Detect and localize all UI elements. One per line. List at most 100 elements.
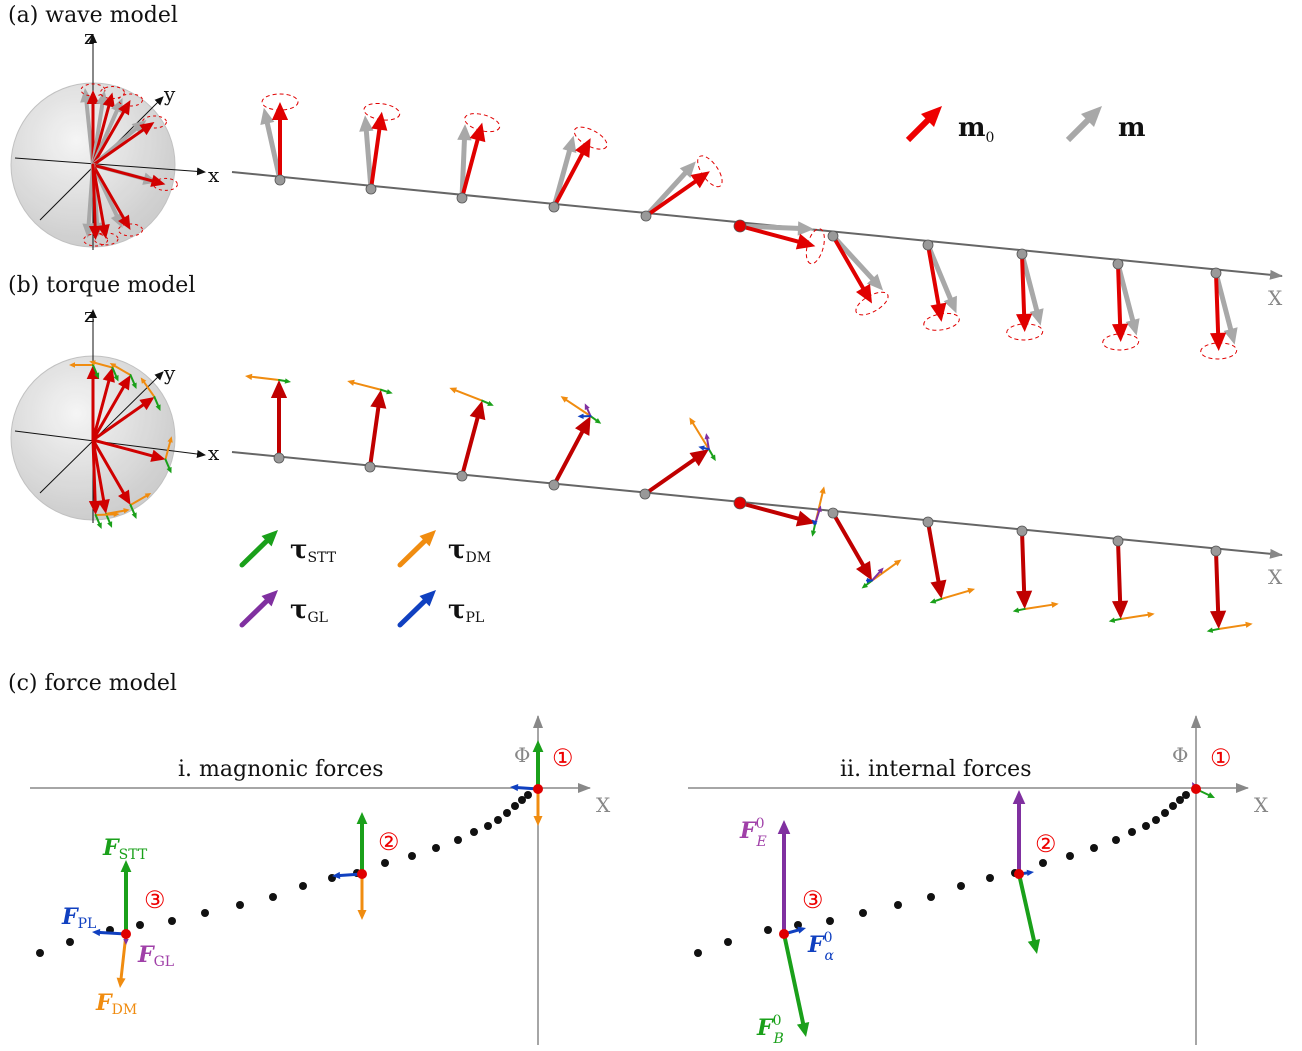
- m0-arrow: [368, 389, 387, 469]
- m-arrow: [1213, 270, 1238, 345]
- m0-arrow: [91, 121, 155, 167]
- torque-dm: [94, 511, 120, 518]
- chain-node: [827, 507, 839, 519]
- torque-dm: [109, 363, 132, 377]
- m0-arrow: [552, 138, 591, 209]
- torque-gl: [871, 567, 884, 582]
- curve-dot: [236, 901, 244, 909]
- torque-dm: [89, 360, 114, 369]
- m-arrow: [551, 135, 577, 210]
- curve-dot: [1176, 796, 1184, 804]
- force-stt-1: [532, 740, 544, 791]
- chain-node: [733, 496, 747, 510]
- torque-dm: [129, 492, 152, 506]
- curve-dot: [1039, 859, 1047, 867]
- legend-m-label: m: [1118, 113, 1146, 143]
- curve-dot: [826, 917, 834, 925]
- curve-dot: [764, 926, 772, 934]
- m0-arrow: [91, 438, 131, 505]
- m0-arrow: [91, 163, 166, 187]
- chain-node: [1112, 535, 1124, 547]
- legend-tau-stt: τSTT: [290, 535, 337, 566]
- curve-dot: [269, 893, 277, 901]
- torque-dm: [245, 373, 280, 381]
- legend-wave: m0 m: [905, 106, 1146, 146]
- axis-y-b: y: [163, 361, 176, 385]
- torque-stt: [111, 366, 119, 382]
- panel-c-title: (c) force model: [8, 671, 177, 696]
- precession-ellipse: [152, 177, 178, 191]
- legend-m0-label: m0: [958, 113, 994, 146]
- axis-z-a: z: [84, 25, 95, 49]
- m0-arrow: [91, 163, 131, 230]
- torque-dm: [1023, 601, 1059, 610]
- m0-arrow: [91, 367, 115, 442]
- curve-dot: [470, 828, 478, 836]
- chain-node: [548, 201, 560, 213]
- m-arrow: [830, 233, 884, 291]
- curve-dot: [201, 909, 209, 917]
- sphere-b: z y x: [10, 303, 220, 529]
- m0-arrow: [738, 501, 816, 527]
- label-f-B: F0 B: [756, 1013, 784, 1047]
- legend-arrow-dm: [397, 530, 436, 568]
- torque-stt: [481, 399, 494, 406]
- curve-dot: [1066, 852, 1074, 860]
- torque-stt: [164, 458, 172, 474]
- axis-x-a: x: [208, 163, 220, 187]
- legend-m-arrow: [1065, 106, 1102, 143]
- torque-chain: X: [231, 373, 1283, 633]
- chain-node: [456, 192, 468, 204]
- precession-ellipse: [697, 155, 723, 188]
- torque-stt: [92, 364, 100, 379]
- torque-stt: [1108, 617, 1122, 623]
- axis-phi-right: Φ: [1172, 743, 1188, 767]
- curve-dot: [1161, 809, 1169, 817]
- curve-dot: [694, 949, 702, 957]
- chain-node: [1016, 248, 1028, 260]
- label-f-pl: FPL: [61, 904, 96, 932]
- point-3: [121, 929, 131, 939]
- precession-ellipse: [573, 126, 608, 150]
- precession-ellipse: [805, 228, 825, 265]
- curve-dot: [927, 893, 935, 901]
- torque-stt: [707, 448, 716, 462]
- torque-dm: [1119, 611, 1155, 620]
- force-stt-3: [120, 860, 132, 936]
- torque-dm: [560, 396, 592, 418]
- m-arrow: [643, 161, 696, 219]
- torque-stt: [278, 378, 291, 384]
- force-B-2: [1017, 872, 1041, 954]
- torque-pl: [698, 445, 710, 451]
- torque-stt: [94, 513, 102, 529]
- label-f-dm: FDM: [95, 990, 137, 1018]
- legend-arrow-stt: [239, 530, 278, 568]
- m-arrow: [737, 221, 814, 236]
- m0-arrow: [91, 396, 155, 442]
- precession-ellipse: [118, 223, 143, 237]
- torque-stt: [129, 374, 137, 390]
- chain-node: [365, 183, 377, 195]
- precession-ellipse: [363, 102, 401, 121]
- label-f-E: F0 E: [739, 816, 767, 850]
- m-arrow: [260, 107, 283, 183]
- axis-x-chain-a: X: [1268, 286, 1283, 310]
- legend-m0-arrow: [905, 106, 942, 143]
- torque-gl: [704, 433, 710, 451]
- m0-arrow: [88, 163, 102, 240]
- magnonic-title: i. magnonic forces: [178, 757, 384, 782]
- point-2-right: [1014, 869, 1024, 879]
- legend-arrow-gl: [239, 590, 278, 628]
- chain-node: [1016, 525, 1028, 537]
- force-magnonic: Φ X i. magnonic forces ① ② ③ FSTT FPL FG…: [30, 715, 611, 1045]
- precession-ellipse: [1200, 342, 1238, 360]
- axis-x-b: x: [208, 441, 220, 465]
- curve-dot: [432, 844, 440, 852]
- sphere-a: z y x: [10, 25, 220, 250]
- chain-node: [733, 219, 747, 233]
- m0-arrow: [926, 520, 947, 599]
- marker-3-left: ③: [144, 886, 166, 914]
- m0-arrow: [1015, 529, 1033, 609]
- chain-node: [274, 174, 286, 186]
